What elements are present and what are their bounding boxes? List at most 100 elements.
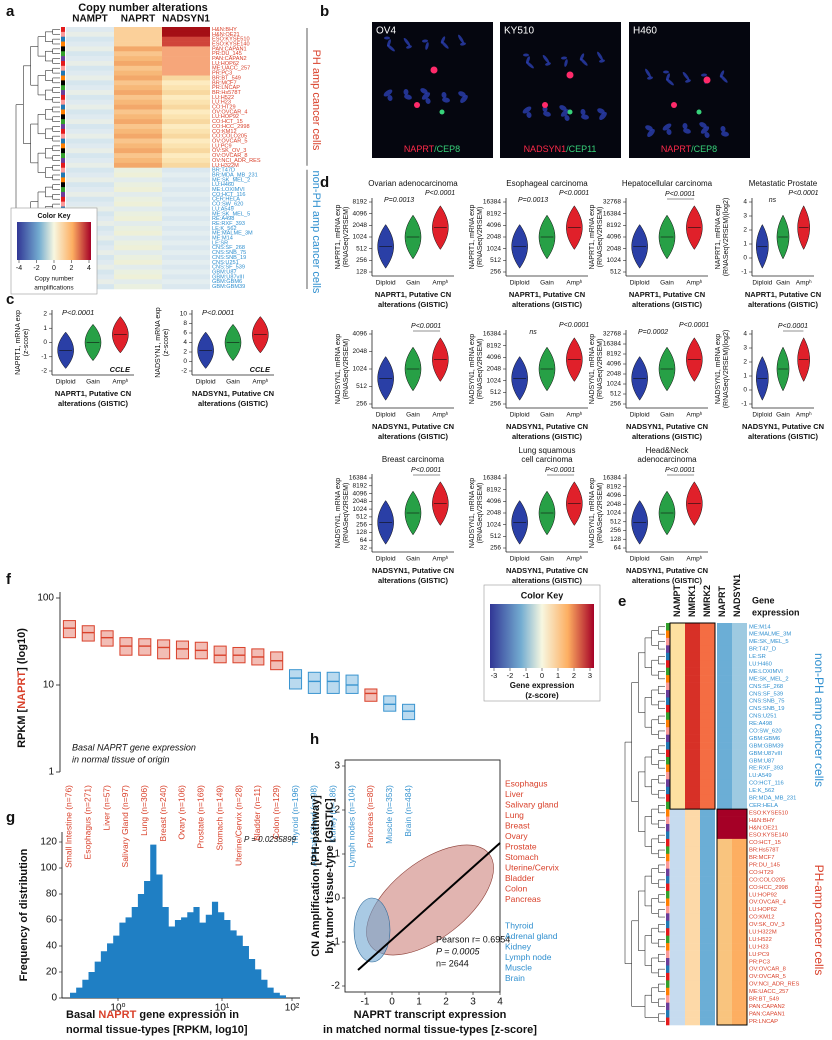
legend-item: Pancreas bbox=[505, 894, 541, 904]
row-color-strip bbox=[61, 99, 65, 105]
heatmap-cell bbox=[700, 786, 715, 795]
row-label: ME:SK_MEL_2 bbox=[212, 177, 250, 183]
chromosome bbox=[383, 89, 393, 97]
heatmap-cell bbox=[670, 779, 685, 788]
x-tick-label: Brain (n=484) bbox=[403, 785, 413, 837]
x-axis-label: alterations (GISTIC) bbox=[378, 576, 449, 585]
row-color-strip bbox=[61, 80, 65, 86]
y-tick-label: 0 bbox=[51, 993, 57, 1004]
x-axis-label: NADSYN1, Putative CN bbox=[506, 422, 588, 431]
x-tick-label: Diploid bbox=[56, 379, 76, 386]
heatmap-cell bbox=[732, 950, 747, 959]
heatmap-cell bbox=[162, 31, 210, 38]
heatmap-cell bbox=[717, 749, 732, 758]
y-tick-label: 4 bbox=[743, 199, 747, 206]
row-label: LU:H322M bbox=[749, 929, 777, 935]
heatmap-cell bbox=[685, 965, 700, 974]
heatmap-cell bbox=[162, 182, 210, 188]
row-label: CNS:SF_539 bbox=[212, 265, 245, 271]
heatmap-cell bbox=[685, 637, 700, 646]
color-key-title: Color Key bbox=[37, 213, 70, 220]
chromosome bbox=[666, 78, 674, 86]
heatmap-cell bbox=[685, 697, 700, 706]
row-color-strip bbox=[666, 905, 670, 914]
heatmap-cell bbox=[732, 846, 747, 855]
heatmap-cell bbox=[685, 816, 700, 825]
heatmap-cell bbox=[162, 206, 210, 212]
row-label: GBM:GBM6 bbox=[749, 736, 780, 742]
row-color-strip bbox=[61, 143, 65, 149]
row-label: ME:UACC_257 bbox=[212, 66, 250, 72]
heatmap-cell bbox=[700, 1010, 715, 1018]
box bbox=[62, 620, 76, 639]
heatmap-cell bbox=[700, 682, 715, 691]
y-axis-label: (RNASeqV2RSEM) bbox=[597, 207, 604, 268]
heatmap-cell bbox=[114, 124, 162, 130]
y-tick-label: -1 bbox=[741, 401, 747, 408]
legend-item: Kidney bbox=[505, 941, 532, 951]
row-color-strip bbox=[666, 704, 670, 713]
plot-frame bbox=[344, 759, 501, 993]
stain-label: NAPRT/CEP8 bbox=[661, 144, 717, 154]
row-label: BR:BT_549 bbox=[212, 75, 241, 81]
heatmap-cell bbox=[717, 637, 732, 646]
heatmap-cell bbox=[114, 70, 162, 76]
heatmap-cell bbox=[162, 148, 210, 154]
heatmap-cell bbox=[717, 868, 732, 877]
heatmap-cell bbox=[162, 128, 210, 135]
heatmap-cell bbox=[162, 225, 210, 232]
heatmap-cell bbox=[717, 630, 732, 639]
row-label: BR:T47_D bbox=[749, 647, 776, 653]
heatmap-cell bbox=[66, 90, 114, 96]
heatmap-cell bbox=[685, 868, 700, 877]
heatmap-cell bbox=[732, 623, 747, 631]
heatmap-cell bbox=[717, 972, 732, 981]
y-tick-label: 0 bbox=[43, 339, 47, 346]
color-key-bar bbox=[490, 604, 594, 668]
heatmap-cell bbox=[670, 868, 685, 877]
heatmap-cell bbox=[732, 637, 747, 646]
heatmap-cell bbox=[717, 987, 732, 996]
y-tick-label: 4096 bbox=[487, 222, 502, 229]
heatmap-cell bbox=[114, 235, 162, 241]
heatmap-cell bbox=[162, 259, 210, 266]
row-color-strip bbox=[666, 883, 670, 892]
color-key-bar bbox=[17, 222, 91, 260]
y-tick-label: 2048 bbox=[607, 371, 622, 378]
row-label: PAN:CAPAN1 bbox=[212, 46, 247, 52]
y-tick-label: 256 bbox=[356, 401, 367, 408]
box bbox=[383, 695, 397, 712]
heatmap-cell bbox=[114, 133, 162, 139]
row-color-strip bbox=[666, 719, 670, 728]
x-tick-label: Lung (n=306) bbox=[139, 785, 149, 836]
statistic: n= 2644 bbox=[436, 958, 469, 968]
x-tick-label: Diploid bbox=[752, 280, 772, 287]
heatmap-cell bbox=[700, 727, 715, 735]
row-label: LU:H23 bbox=[212, 100, 231, 106]
y-axis-label: NAPRT1, mRNA exp bbox=[15, 310, 22, 375]
row-color-strip bbox=[666, 891, 670, 899]
y-tick-label: 60 bbox=[46, 915, 58, 926]
heatmap-cell bbox=[717, 786, 732, 795]
label-part: Basal bbox=[66, 1009, 98, 1021]
heatmap-cell bbox=[685, 794, 700, 802]
heatmap-cell bbox=[685, 943, 700, 951]
p-value: P<0.0001 bbox=[788, 190, 818, 197]
x-tick-label: Gain bbox=[660, 280, 674, 287]
signal bbox=[542, 102, 548, 108]
heatmap-cell bbox=[162, 269, 210, 275]
heatmap-cell bbox=[717, 771, 732, 780]
heatmap-cell bbox=[700, 690, 715, 698]
y-tick-label: 0 bbox=[334, 893, 340, 904]
y-tick-label: 1024 bbox=[353, 506, 368, 513]
p-value: P<0.0001 bbox=[679, 322, 709, 329]
heatmap-cell bbox=[162, 158, 210, 164]
key-tick-label: -2 bbox=[507, 671, 514, 680]
row-color-strip bbox=[666, 771, 670, 780]
p-value: P<0.0001 bbox=[411, 323, 441, 330]
heatmap-cell bbox=[717, 645, 732, 654]
heatmap-cell bbox=[114, 269, 162, 275]
y-axis-label: (RNASeqV2RSEM) bbox=[477, 207, 484, 268]
x-tick-label: 4 bbox=[497, 997, 503, 1008]
heatmap-cell bbox=[717, 742, 732, 750]
